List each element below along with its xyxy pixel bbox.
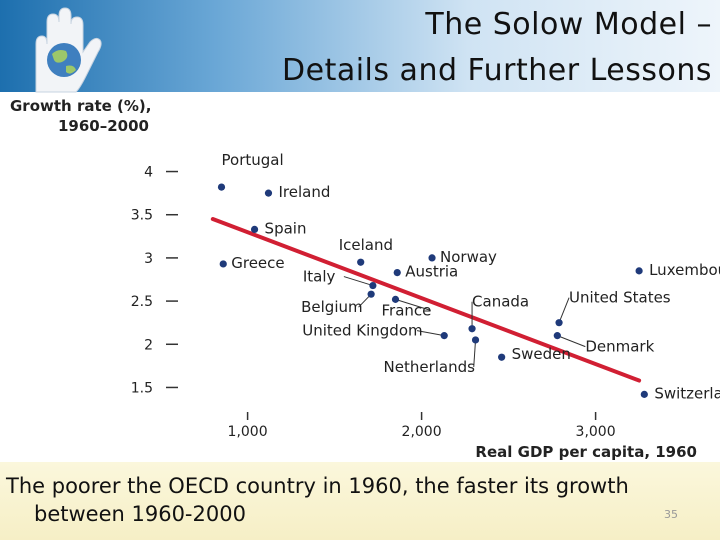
point-label: Spain [265, 219, 307, 237]
point-label: Portugal [222, 151, 284, 169]
title-line-2: Details and Further Lessons [282, 53, 712, 88]
caption-line-1: The poorer the OECD country in 1960, the… [6, 474, 629, 498]
data-point [640, 390, 648, 398]
leader-line [416, 330, 445, 337]
point-label: Austria [405, 263, 458, 281]
slide-header: The Solow Model – Details and Further Le… [0, 0, 720, 94]
data-point [264, 189, 273, 197]
slide-footer: The poorer the OECD country in 1960, the… [0, 462, 720, 540]
x-tick-label: 3,000 [576, 424, 616, 440]
data-point [635, 267, 643, 275]
point-label: Switzerland [654, 384, 720, 402]
page-number: 35 [664, 508, 678, 521]
leader-line [558, 297, 570, 323]
data-point [553, 332, 561, 340]
y-tick-label: 2 [144, 337, 153, 353]
leader-line [557, 335, 586, 348]
slide-title: The Solow Model – Details and Further Le… [282, 2, 712, 94]
data-point [468, 325, 476, 333]
y-axis-label-line-1: Growth rate (%), [10, 97, 151, 115]
data-point [555, 319, 563, 327]
point-label: Iceland [339, 236, 393, 254]
data-point [219, 260, 227, 268]
point-label: United States [569, 289, 671, 307]
point-label: Sweden [512, 345, 571, 363]
point-label: Denmark [585, 338, 654, 356]
data-point [471, 336, 480, 344]
leader-line [343, 276, 374, 287]
x-tick-label: 2,000 [402, 424, 442, 440]
point-label: Luxembourg [649, 261, 720, 279]
y-tick-label: 4 [144, 165, 153, 181]
chart-marks: Portugal Ireland Spain Greece Iceland NorwayA… [210, 151, 720, 402]
data-point [217, 183, 226, 191]
data-point [440, 332, 448, 340]
y-tick-label: 3.5 [131, 208, 153, 224]
data-point [357, 258, 365, 266]
hand-globe-logo-icon [35, 7, 102, 93]
y-tick-label: 2.5 [131, 294, 153, 310]
point-label: Netherlands [384, 358, 476, 376]
y-tick-label: 1.5 [131, 380, 153, 396]
data-point [250, 225, 259, 234]
title-line-1: The Solow Model – [425, 7, 712, 42]
trend-line [210, 217, 642, 383]
y-axis-label-line-2: 1960–2000 [58, 117, 149, 135]
caption: The poorer the OECD country in 1960, the… [6, 472, 686, 528]
point-label: Belgium [301, 298, 363, 316]
leader-line [473, 339, 477, 367]
leader-line [395, 298, 431, 311]
x-axis-label: Real GDP per capita, 1960 [475, 443, 697, 461]
point-label: France [382, 301, 432, 319]
point-label: United Kingdom [302, 322, 422, 340]
x-tick-label: 1,000 [228, 424, 268, 440]
point-label: Greece [231, 254, 284, 272]
caption-line-2: between 1960-2000 [34, 502, 246, 526]
axis-ticks: 4 3.5 3 2.5 2 1.5 1,000 2,000 3,000 [131, 165, 616, 440]
data-point [498, 353, 506, 361]
growth-scatter-chart: Growth rate (%), 1960–2000 Real GDP per … [10, 97, 720, 461]
data-point [391, 295, 400, 303]
point-label: Italy [303, 268, 336, 286]
y-tick-label: 3 [144, 251, 153, 267]
data-point [393, 268, 401, 277]
data-point [367, 290, 375, 298]
point-label: Canada [472, 293, 529, 311]
point-label: Norway [440, 248, 497, 266]
point-label: Ireland [278, 183, 330, 201]
data-point [428, 254, 436, 262]
data-point [369, 281, 377, 290]
